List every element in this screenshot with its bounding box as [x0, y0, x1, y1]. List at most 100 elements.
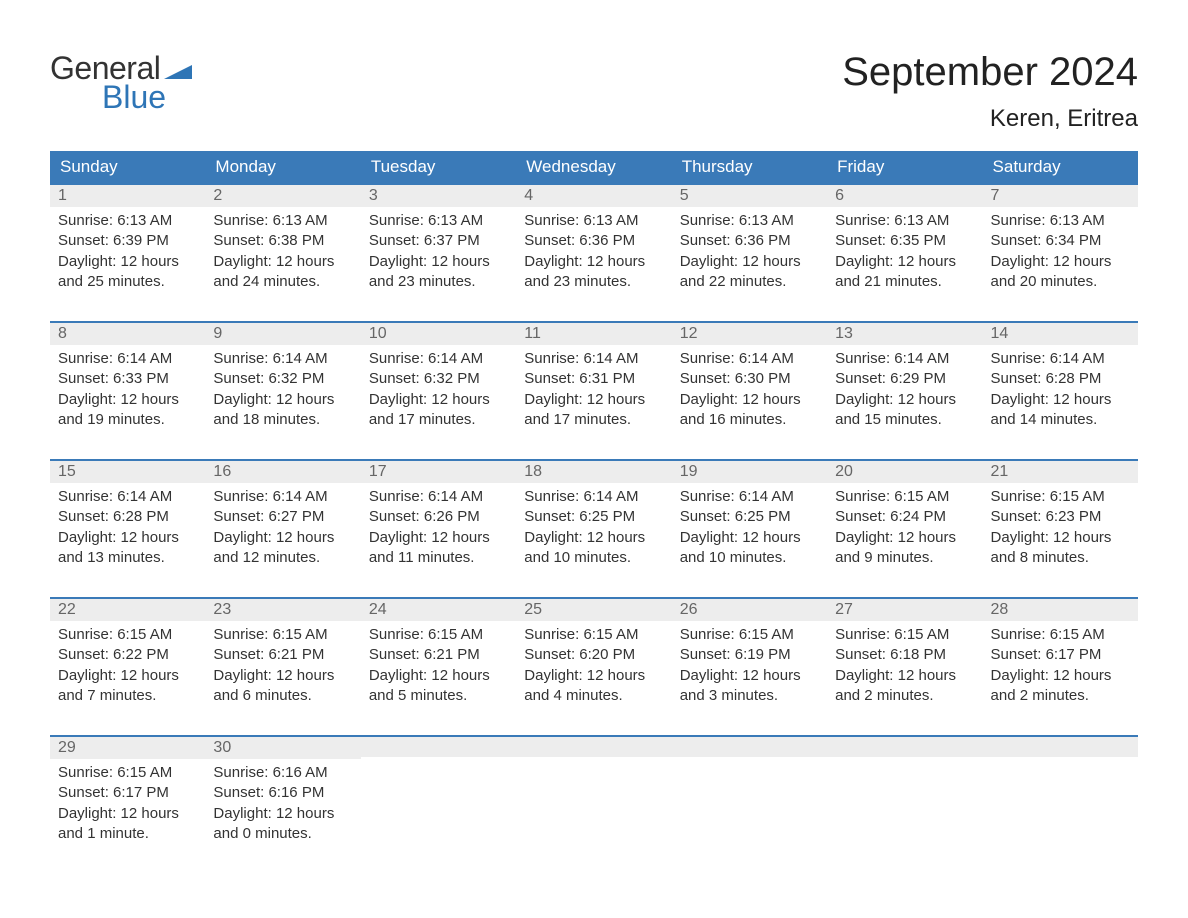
day-details: Sunrise: 6:15 AMSunset: 6:21 PMDaylight:…: [361, 621, 516, 710]
sunrise-line: Sunrise: 6:13 AM: [58, 211, 197, 231]
calendar-cell: 22Sunrise: 6:15 AMSunset: 6:22 PMDayligh…: [50, 597, 205, 735]
day-number: 15: [50, 459, 205, 483]
sunset-line: Sunset: 6:33 PM: [58, 369, 197, 389]
calendar-row: 15Sunrise: 6:14 AMSunset: 6:28 PMDayligh…: [50, 459, 1138, 597]
calendar-row: 8Sunrise: 6:14 AMSunset: 6:33 PMDaylight…: [50, 321, 1138, 459]
sunset-line: Sunset: 6:36 PM: [680, 231, 819, 251]
sunset-line: Sunset: 6:22 PM: [58, 645, 197, 665]
sunrise-line: Sunrise: 6:15 AM: [680, 625, 819, 645]
calendar-cell: 20Sunrise: 6:15 AMSunset: 6:24 PMDayligh…: [827, 459, 982, 597]
day-number: 14: [983, 321, 1138, 345]
calendar-cell: [516, 735, 671, 873]
day-number: 5: [672, 183, 827, 207]
daylight-line: Daylight: 12 hours and 17 minutes.: [524, 390, 663, 431]
sunset-line: Sunset: 6:25 PM: [680, 507, 819, 527]
sunset-line: Sunset: 6:29 PM: [835, 369, 974, 389]
sunrise-line: Sunrise: 6:13 AM: [680, 211, 819, 231]
sunrise-line: Sunrise: 6:15 AM: [524, 625, 663, 645]
day-number: 3: [361, 183, 516, 207]
sunrise-line: Sunrise: 6:15 AM: [835, 487, 974, 507]
day-number: 28: [983, 597, 1138, 621]
sunset-line: Sunset: 6:27 PM: [213, 507, 352, 527]
day-details: Sunrise: 6:15 AMSunset: 6:21 PMDaylight:…: [205, 621, 360, 710]
weekday-header: Tuesday: [361, 151, 516, 183]
day-number: 27: [827, 597, 982, 621]
title-block: September 2024 Keren, Eritrea: [842, 50, 1138, 133]
daylight-line: Daylight: 12 hours and 19 minutes.: [58, 390, 197, 431]
sunrise-line: Sunrise: 6:14 AM: [835, 349, 974, 369]
sunrise-line: Sunrise: 6:14 AM: [680, 487, 819, 507]
sunrise-line: Sunrise: 6:15 AM: [58, 625, 197, 645]
sunrise-line: Sunrise: 6:15 AM: [213, 625, 352, 645]
day-number: 12: [672, 321, 827, 345]
sunset-line: Sunset: 6:26 PM: [369, 507, 508, 527]
day-details: Sunrise: 6:14 AMSunset: 6:31 PMDaylight:…: [516, 345, 671, 434]
sunrise-line: Sunrise: 6:15 AM: [991, 487, 1130, 507]
day-details: Sunrise: 6:14 AMSunset: 6:30 PMDaylight:…: [672, 345, 827, 434]
daylight-line: Daylight: 12 hours and 3 minutes.: [680, 666, 819, 707]
empty-day-number: [983, 735, 1138, 757]
day-number: 29: [50, 735, 205, 759]
sunset-line: Sunset: 6:32 PM: [369, 369, 508, 389]
calendar-cell: 13Sunrise: 6:14 AMSunset: 6:29 PMDayligh…: [827, 321, 982, 459]
day-number: 26: [672, 597, 827, 621]
calendar-cell: 3Sunrise: 6:13 AMSunset: 6:37 PMDaylight…: [361, 183, 516, 321]
sunset-line: Sunset: 6:35 PM: [835, 231, 974, 251]
day-details: Sunrise: 6:13 AMSunset: 6:38 PMDaylight:…: [205, 207, 360, 296]
daylight-line: Daylight: 12 hours and 22 minutes.: [680, 252, 819, 293]
sunrise-line: Sunrise: 6:14 AM: [369, 349, 508, 369]
day-number: 7: [983, 183, 1138, 207]
daylight-line: Daylight: 12 hours and 10 minutes.: [524, 528, 663, 569]
day-number: 20: [827, 459, 982, 483]
sunrise-line: Sunrise: 6:14 AM: [991, 349, 1130, 369]
daylight-line: Daylight: 12 hours and 0 minutes.: [213, 804, 352, 845]
day-number: 10: [361, 321, 516, 345]
sunset-line: Sunset: 6:30 PM: [680, 369, 819, 389]
day-details: Sunrise: 6:14 AMSunset: 6:26 PMDaylight:…: [361, 483, 516, 572]
calendar-cell: 16Sunrise: 6:14 AMSunset: 6:27 PMDayligh…: [205, 459, 360, 597]
day-details: Sunrise: 6:15 AMSunset: 6:24 PMDaylight:…: [827, 483, 982, 572]
daylight-line: Daylight: 12 hours and 10 minutes.: [680, 528, 819, 569]
sunset-line: Sunset: 6:19 PM: [680, 645, 819, 665]
calendar-cell: 25Sunrise: 6:15 AMSunset: 6:20 PMDayligh…: [516, 597, 671, 735]
daylight-line: Daylight: 12 hours and 25 minutes.: [58, 252, 197, 293]
daylight-line: Daylight: 12 hours and 9 minutes.: [835, 528, 974, 569]
day-number: 2: [205, 183, 360, 207]
calendar-cell: 15Sunrise: 6:14 AMSunset: 6:28 PMDayligh…: [50, 459, 205, 597]
day-number: 25: [516, 597, 671, 621]
calendar-cell: 23Sunrise: 6:15 AMSunset: 6:21 PMDayligh…: [205, 597, 360, 735]
calendar-cell: [361, 735, 516, 873]
day-number: 11: [516, 321, 671, 345]
day-details: Sunrise: 6:15 AMSunset: 6:22 PMDaylight:…: [50, 621, 205, 710]
daylight-line: Daylight: 12 hours and 8 minutes.: [991, 528, 1130, 569]
calendar-cell: 18Sunrise: 6:14 AMSunset: 6:25 PMDayligh…: [516, 459, 671, 597]
daylight-line: Daylight: 12 hours and 2 minutes.: [835, 666, 974, 707]
day-details: Sunrise: 6:14 AMSunset: 6:32 PMDaylight:…: [361, 345, 516, 434]
sunset-line: Sunset: 6:36 PM: [524, 231, 663, 251]
daylight-line: Daylight: 12 hours and 24 minutes.: [213, 252, 352, 293]
calendar-cell: 4Sunrise: 6:13 AMSunset: 6:36 PMDaylight…: [516, 183, 671, 321]
daylight-line: Daylight: 12 hours and 23 minutes.: [524, 252, 663, 293]
daylight-line: Daylight: 12 hours and 6 minutes.: [213, 666, 352, 707]
day-number: 9: [205, 321, 360, 345]
sunset-line: Sunset: 6:34 PM: [991, 231, 1130, 251]
calendar-cell: 30Sunrise: 6:16 AMSunset: 6:16 PMDayligh…: [205, 735, 360, 873]
sunrise-line: Sunrise: 6:16 AM: [213, 763, 352, 783]
calendar-cell: 5Sunrise: 6:13 AMSunset: 6:36 PMDaylight…: [672, 183, 827, 321]
calendar-cell: 11Sunrise: 6:14 AMSunset: 6:31 PMDayligh…: [516, 321, 671, 459]
day-details: Sunrise: 6:15 AMSunset: 6:20 PMDaylight:…: [516, 621, 671, 710]
day-number: 16: [205, 459, 360, 483]
sunrise-line: Sunrise: 6:14 AM: [524, 487, 663, 507]
sunset-line: Sunset: 6:18 PM: [835, 645, 974, 665]
sunset-line: Sunset: 6:21 PM: [213, 645, 352, 665]
page-title: September 2024: [842, 50, 1138, 95]
sunrise-line: Sunrise: 6:13 AM: [835, 211, 974, 231]
weekday-header: Saturday: [983, 151, 1138, 183]
daylight-line: Daylight: 12 hours and 14 minutes.: [991, 390, 1130, 431]
day-details: Sunrise: 6:13 AMSunset: 6:37 PMDaylight:…: [361, 207, 516, 296]
sunrise-line: Sunrise: 6:14 AM: [213, 349, 352, 369]
calendar-cell: 8Sunrise: 6:14 AMSunset: 6:33 PMDaylight…: [50, 321, 205, 459]
daylight-line: Daylight: 12 hours and 21 minutes.: [835, 252, 974, 293]
day-details: Sunrise: 6:13 AMSunset: 6:36 PMDaylight:…: [672, 207, 827, 296]
day-details: Sunrise: 6:13 AMSunset: 6:36 PMDaylight:…: [516, 207, 671, 296]
